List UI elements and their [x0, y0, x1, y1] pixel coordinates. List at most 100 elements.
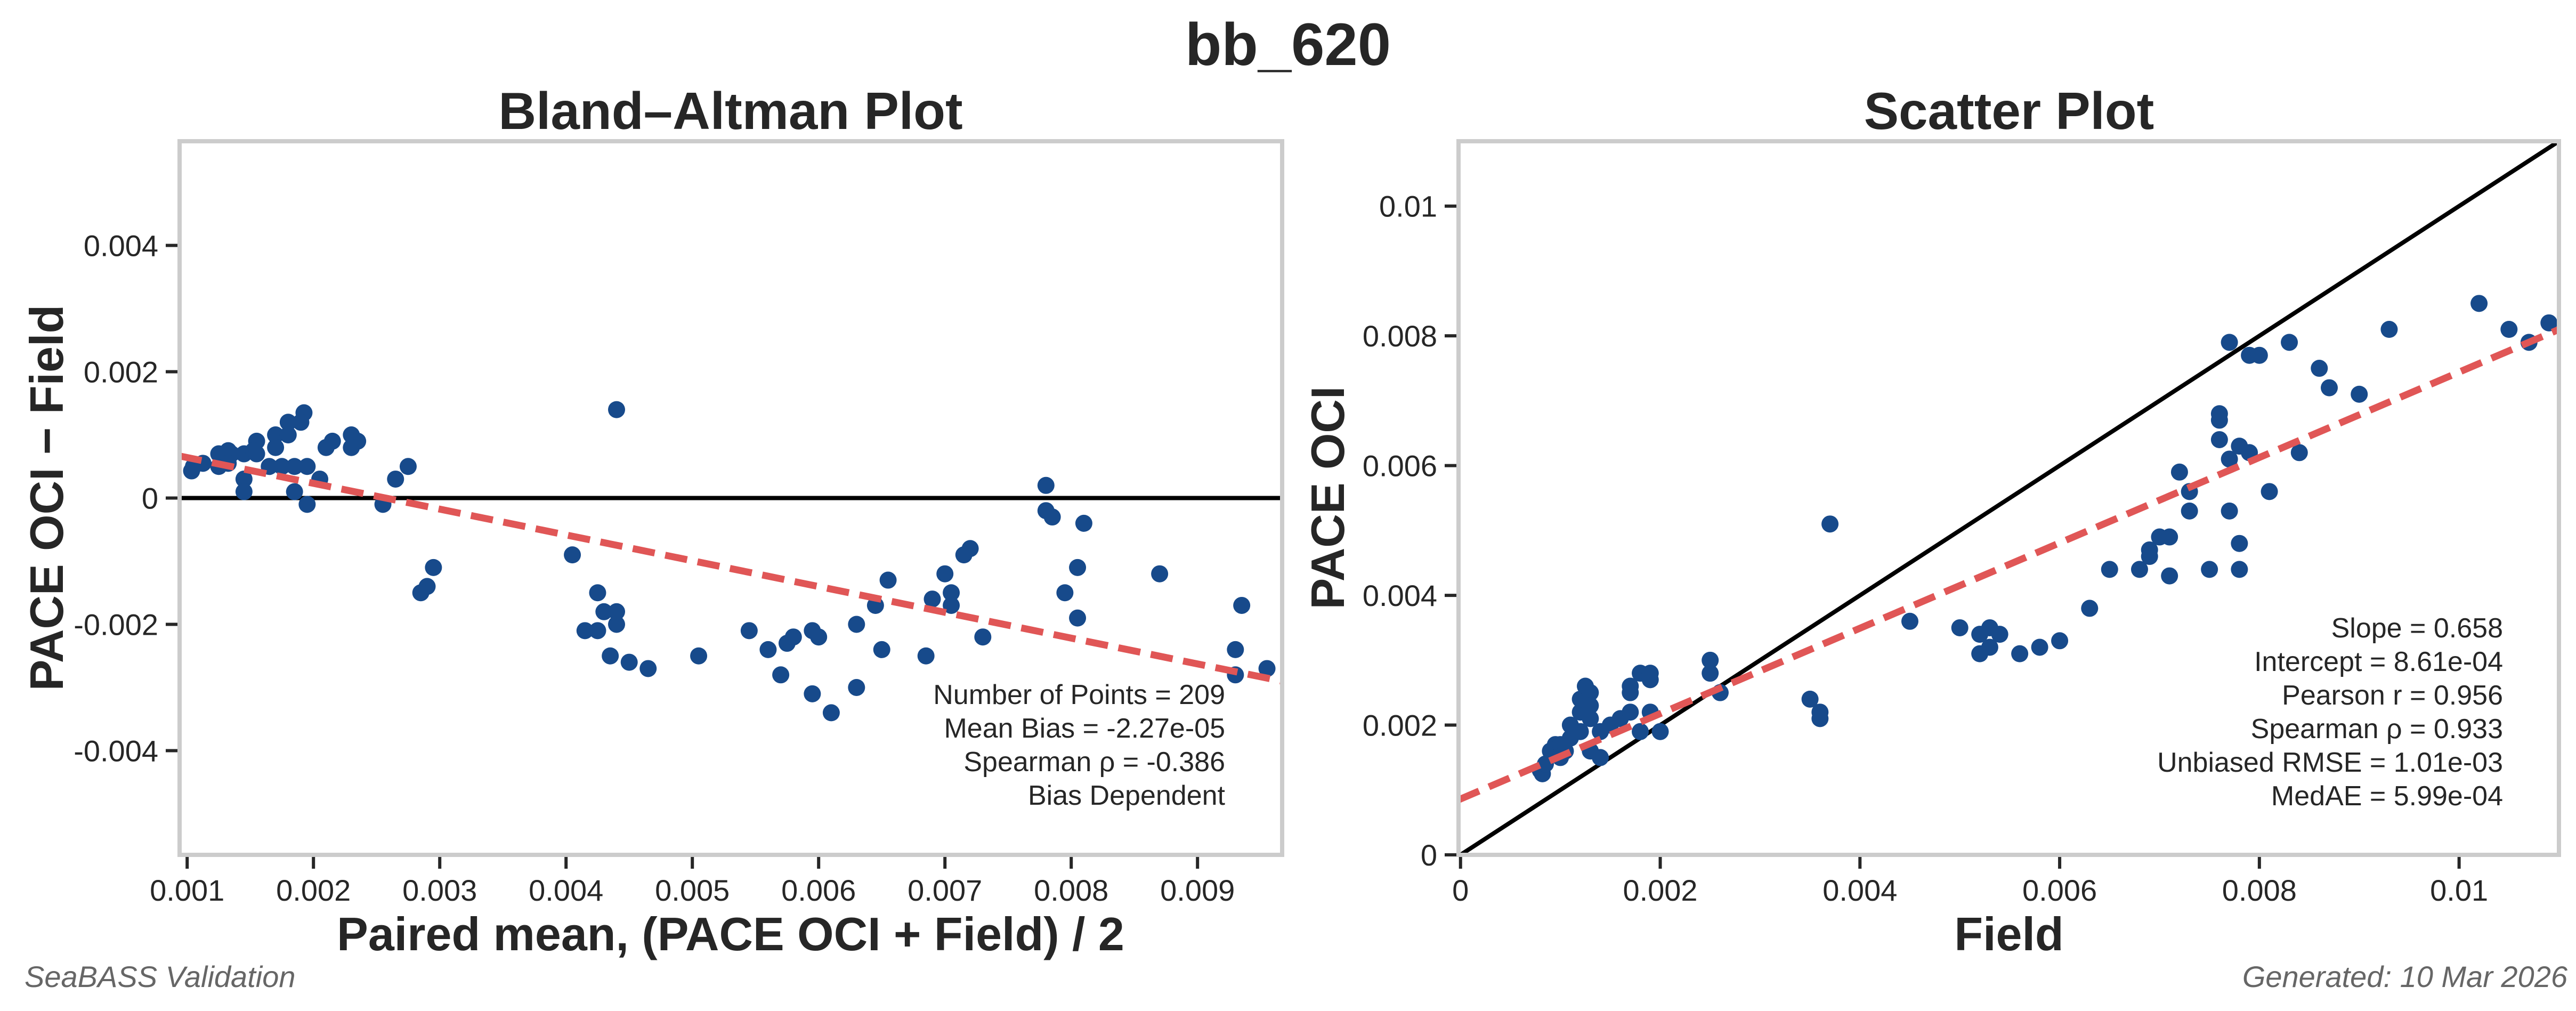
scatter-point [2051, 632, 2069, 650]
bland-altman-point [974, 628, 992, 646]
bland-altman-point [936, 565, 954, 583]
scatter-point [2281, 334, 2298, 351]
scatter-point [2101, 561, 2118, 578]
bland-altman-x-label: Paired mean, (PACE OCI + Field) / 2 [337, 908, 1124, 960]
bland-altman-point [1227, 641, 1244, 658]
bland-altman-point [589, 584, 606, 602]
bland-altman-plot-area [180, 401, 1282, 722]
bland-altman-point [784, 628, 802, 646]
bland-altman-x-tick-label: 0.007 [908, 873, 982, 907]
scatter-point [2290, 444, 2308, 462]
bland-altman-point [822, 704, 840, 722]
scatter-stats-line: Spearman ρ = 0.933 [2251, 714, 2503, 745]
footer-generated: Generated: 10 Mar 2026 [2242, 960, 2568, 993]
scatter-point [2231, 561, 2248, 578]
scatter-y-tick-label: 0.008 [1363, 319, 1437, 353]
bland-altman-point [273, 458, 290, 475]
scatter-x-tick-label: 0.01 [2430, 873, 2488, 907]
bland-altman-point [399, 458, 417, 475]
regression-fit-line [1459, 326, 2559, 803]
scatter-y-tick-label: 0.006 [1363, 449, 1437, 483]
bland-altman-point [759, 641, 777, 658]
scatter-plot-area [1459, 141, 2559, 855]
bland-altman-point [425, 559, 442, 576]
scatter-point [1582, 697, 1599, 715]
scatter-x-label: Field [1954, 908, 2063, 960]
bland-altman-point [235, 483, 253, 500]
scatter-stats-line: Intercept = 8.61e-04 [2254, 646, 2503, 677]
bland-altman-point [387, 470, 404, 488]
bland-altman-point [595, 603, 613, 620]
bland-altman-point [740, 622, 758, 640]
scatter-point [2221, 334, 2238, 351]
bland-altman-point [924, 591, 941, 608]
bland-altman-stats-line: Bias Dependent [1028, 780, 1226, 811]
scatter-point [2221, 450, 2238, 468]
bland-altman-point [608, 616, 626, 633]
scatter-point [2181, 502, 2198, 520]
bland-altman-plot: Bland–Altman Plot Paired mean, (PACE OCI… [20, 82, 1284, 960]
bland-altman-frame [177, 139, 1284, 857]
bland-altman-y-tick-label: 0.002 [84, 355, 158, 389]
scatter-point [1582, 710, 1599, 727]
bland-altman-x-tick-label: 0.002 [276, 873, 351, 907]
bland-altman-point [267, 439, 285, 456]
bland-altman-point [602, 647, 619, 665]
footer-source: SeaBASS Validation [25, 960, 295, 993]
bland-altman-point [943, 596, 960, 614]
bland-altman-point [286, 483, 303, 500]
bland-altman-point [279, 426, 297, 444]
scatter-point [1811, 710, 1829, 727]
bland-altman-point [1043, 508, 1061, 526]
bland-altman-point [343, 439, 360, 456]
scatter-x-tick-label: 0 [1452, 873, 1469, 907]
bland-altman-point [279, 414, 297, 431]
bland-altman-point [576, 622, 594, 640]
bland-altman-point [1258, 660, 1276, 677]
bland-altman-point [690, 647, 708, 665]
scatter-point [1622, 703, 1639, 721]
bland-altman-title: Bland–Altman Plot [498, 82, 962, 140]
bland-altman-point [317, 439, 335, 456]
bland-altman-point [589, 622, 606, 640]
bland-altman-point [1151, 565, 1169, 583]
bland-altman-point [772, 666, 790, 684]
bland-altman-point [298, 496, 316, 513]
scatter-stats-line: Pearson r = 0.956 [2282, 680, 2503, 711]
scatter-point [2540, 314, 2558, 331]
scatter-point [1592, 723, 1609, 740]
bland-altman-point [848, 678, 865, 696]
scatter-x-tick-label: 0.006 [2022, 873, 2097, 907]
scatter-y-tick-label: 0.002 [1363, 709, 1437, 742]
scatter-point [2470, 295, 2488, 312]
bland-altman-y-tick-label: 0 [142, 482, 158, 515]
bland-altman-point [1069, 609, 1087, 627]
scatter-point [2380, 321, 2398, 338]
scatter-point [1991, 626, 2008, 643]
bland-altman-point [639, 660, 657, 677]
scatter-point [2170, 463, 2188, 481]
bland-altman-x-tick-label: 0.001 [150, 873, 224, 907]
scatter-point [2311, 360, 2328, 377]
scatter-point [2131, 561, 2148, 578]
bland-altman-point [620, 653, 638, 671]
scatter-x-tick-label: 0.004 [1822, 873, 1897, 907]
scatter-y-tick-label: 0.01 [1379, 190, 1437, 223]
bland-altman-point [1075, 514, 1092, 532]
figure-title: bb_620 [1185, 11, 1391, 78]
scatter-stats-line: Unbiased RMSE = 1.01e-03 [2157, 747, 2503, 778]
scatter-x-tick-label: 0.008 [2222, 873, 2297, 907]
bland-altman-point [879, 571, 897, 589]
scatter-point [1622, 684, 1639, 701]
scatter-point [2351, 385, 2368, 403]
scatter-point [1641, 671, 1659, 689]
bland-altman-x-tick-label: 0.008 [1034, 873, 1108, 907]
bland-altman-stats-line: Number of Points = 209 [933, 680, 1225, 710]
bland-altman-y-tick-label: 0.004 [84, 229, 158, 263]
scatter-stats-line: MedAE = 5.99e-04 [2271, 781, 2503, 812]
scatter-point [1702, 665, 1719, 682]
scatter-point [2221, 502, 2238, 520]
bland-altman-point [848, 616, 865, 633]
scatter-point [1901, 612, 1918, 630]
